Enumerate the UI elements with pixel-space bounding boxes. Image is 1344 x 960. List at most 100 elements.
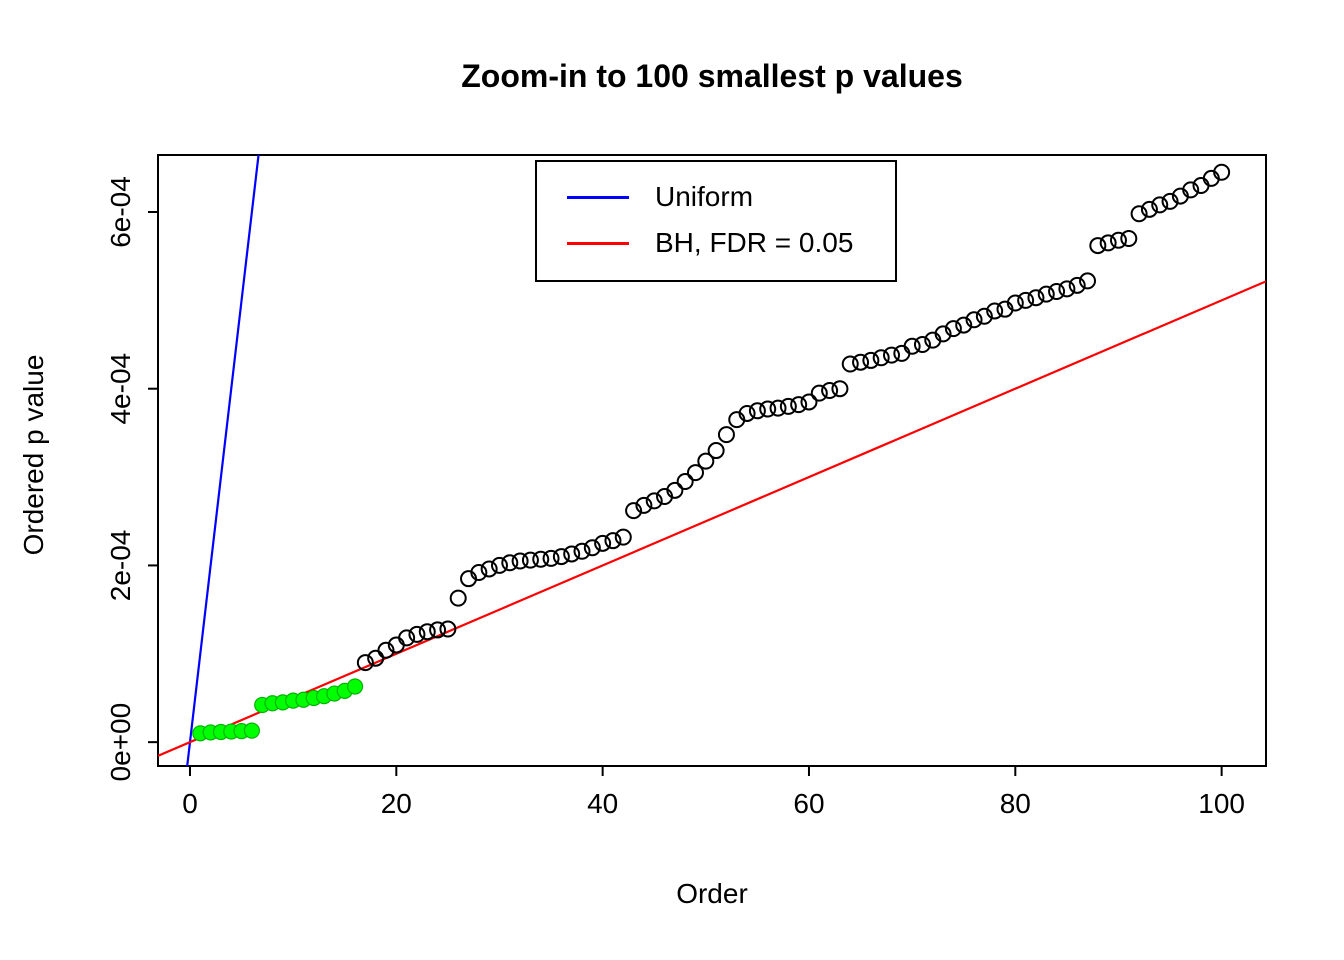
x-axis-tick-label: 100 bbox=[1198, 788, 1245, 819]
data-point bbox=[717, 426, 735, 444]
data-point bbox=[356, 654, 374, 672]
data-point bbox=[676, 472, 694, 490]
data-point bbox=[1120, 229, 1138, 247]
data-point bbox=[583, 539, 601, 557]
data-point bbox=[759, 400, 777, 418]
bh-line-swatch bbox=[567, 241, 629, 245]
data-point bbox=[645, 492, 663, 510]
data-point bbox=[635, 496, 653, 514]
data-point bbox=[439, 620, 457, 638]
data-point bbox=[521, 551, 539, 569]
legend-label-bh: BH, FDR = 0.05 bbox=[655, 227, 854, 258]
x-axis-tick-label: 0 bbox=[182, 788, 198, 819]
data-point bbox=[738, 404, 756, 422]
data-point bbox=[1130, 205, 1148, 223]
plot-box bbox=[157, 154, 1267, 767]
data-point bbox=[893, 344, 911, 362]
data-point bbox=[944, 320, 962, 338]
data-point bbox=[707, 442, 725, 460]
data-point bbox=[552, 548, 570, 566]
data-point bbox=[697, 452, 715, 470]
data-point bbox=[1109, 231, 1127, 249]
data-point bbox=[532, 550, 550, 568]
x-axis-tick-label: 40 bbox=[587, 788, 618, 819]
data-point bbox=[800, 393, 818, 411]
x-axis-tick-label: 20 bbox=[381, 788, 412, 819]
data-point bbox=[1027, 289, 1045, 307]
data-point bbox=[408, 625, 426, 643]
data-point bbox=[501, 554, 519, 572]
data-point bbox=[480, 560, 498, 578]
data-point bbox=[1006, 294, 1024, 312]
data-point bbox=[986, 302, 1004, 320]
uniform-line bbox=[186, 155, 260, 766]
data-point bbox=[883, 346, 901, 364]
data-point bbox=[913, 336, 931, 354]
legend-item-bh: BH, FDR = 0.05 bbox=[537, 220, 895, 266]
data-point bbox=[1068, 276, 1086, 294]
data-point bbox=[470, 563, 488, 581]
y-axis-tick-label: 0e+00 bbox=[105, 703, 136, 782]
data-point bbox=[418, 623, 436, 641]
data-point bbox=[790, 396, 808, 414]
data-point bbox=[779, 397, 797, 415]
data-point bbox=[1037, 285, 1055, 303]
y-axis-tick-label: 4e-04 bbox=[105, 353, 136, 425]
data-point bbox=[903, 337, 921, 355]
data-point bbox=[955, 316, 973, 334]
data-point bbox=[449, 589, 467, 607]
data-point bbox=[604, 532, 622, 550]
y-axis-label: Ordered p value bbox=[18, 354, 49, 556]
data-point bbox=[872, 349, 890, 367]
data-point bbox=[810, 384, 828, 402]
x-axis-label: Order bbox=[676, 878, 748, 909]
data-point bbox=[490, 556, 508, 574]
data-point bbox=[1017, 291, 1035, 309]
data-point-significant bbox=[243, 722, 260, 739]
data-point bbox=[625, 502, 643, 520]
data-point bbox=[563, 545, 581, 563]
x-axis-tick-label: 60 bbox=[793, 788, 824, 819]
legend-item-uniform: Uniform bbox=[537, 174, 895, 220]
data-point bbox=[831, 380, 849, 398]
data-point bbox=[965, 311, 983, 329]
data-point bbox=[769, 399, 787, 417]
uniform-line-swatch bbox=[567, 195, 629, 199]
y-axis-tick-label: 6e-04 bbox=[105, 176, 136, 248]
data-point bbox=[398, 629, 416, 647]
data-point bbox=[934, 325, 952, 343]
data-point bbox=[975, 307, 993, 325]
data-point bbox=[1048, 283, 1066, 301]
data-point bbox=[1058, 280, 1076, 298]
data-point bbox=[1079, 272, 1097, 290]
data-point bbox=[1140, 200, 1158, 218]
data-point bbox=[748, 402, 766, 420]
y-axis-tick-label: 2e-04 bbox=[105, 530, 136, 602]
data-point bbox=[686, 464, 704, 482]
data-point bbox=[1099, 234, 1117, 252]
data-point bbox=[429, 621, 447, 639]
chart-title: Zoom-in to 100 smallest p values bbox=[461, 58, 963, 94]
data-point bbox=[542, 549, 560, 567]
data-point bbox=[614, 528, 632, 546]
data-point bbox=[377, 641, 395, 659]
bh-line bbox=[158, 280, 1266, 757]
data-point bbox=[511, 552, 529, 570]
data-point bbox=[862, 351, 880, 369]
data-point bbox=[573, 542, 591, 560]
data-point-significant bbox=[346, 678, 364, 695]
data-point bbox=[594, 534, 612, 552]
data-point bbox=[1151, 196, 1169, 214]
legend-label-uniform: Uniform bbox=[655, 181, 754, 212]
data-point bbox=[1161, 192, 1179, 210]
data-point bbox=[1213, 163, 1231, 181]
data-point bbox=[852, 353, 870, 371]
data-point bbox=[841, 355, 859, 373]
data-point bbox=[821, 381, 839, 399]
legend: Uniform BH, FDR = 0.05 bbox=[535, 160, 897, 282]
data-point bbox=[666, 481, 684, 499]
data-point bbox=[1089, 237, 1107, 255]
x-axis-tick-label: 80 bbox=[1000, 788, 1031, 819]
